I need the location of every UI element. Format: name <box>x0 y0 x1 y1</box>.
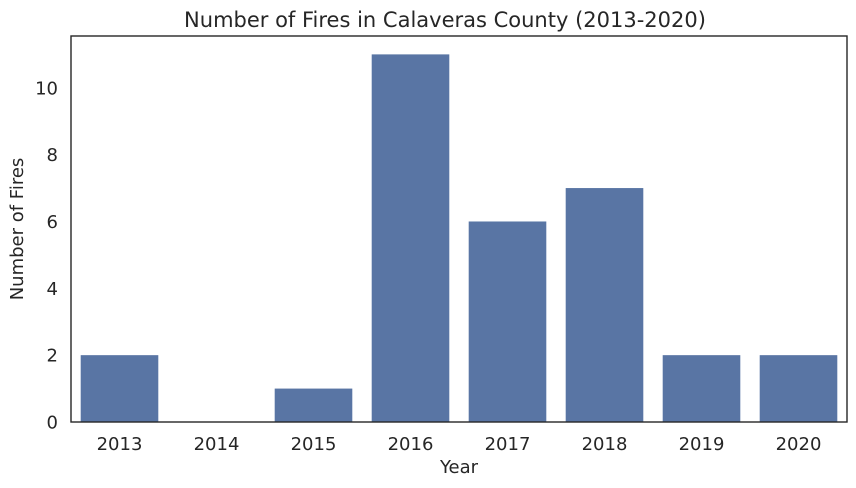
bar-2019 <box>662 355 741 422</box>
x-tick-label: 2016 <box>388 434 434 455</box>
y-tick-label: 2 <box>47 346 58 367</box>
x-tick-label: 2015 <box>291 434 337 455</box>
x-tick-label: 2020 <box>776 434 822 455</box>
y-tick-label: 6 <box>47 212 58 233</box>
x-tick-labels: 2013 2014 2015 2016 2017 2018 2019 2020 <box>97 434 822 455</box>
x-tick-label: 2013 <box>97 434 143 455</box>
plot-frame <box>70 35 848 423</box>
y-tick-label: 8 <box>47 145 58 166</box>
bar-2018 <box>565 188 644 422</box>
bar-2020 <box>759 355 838 422</box>
y-tick-label: 10 <box>35 78 58 99</box>
bar-2013 <box>80 355 159 422</box>
x-tick-label: 2019 <box>679 434 725 455</box>
bar-2016 <box>371 54 450 422</box>
x-axis-label: Year <box>439 457 479 478</box>
x-tick-label: 2014 <box>194 434 240 455</box>
chart-title: Number of Fires in Calaveras County (201… <box>184 8 706 32</box>
y-tick-label: 4 <box>47 279 58 300</box>
bar-2015 <box>274 388 353 422</box>
y-tick-labels: 0 2 4 6 8 10 <box>35 78 58 433</box>
bars-group <box>80 54 838 422</box>
y-tick-label: 0 <box>47 413 58 434</box>
y-axis-label: Number of Fires <box>7 158 28 301</box>
x-tick-label: 2018 <box>582 434 628 455</box>
x-tick-label: 2017 <box>485 434 531 455</box>
bar-2017 <box>468 221 547 422</box>
